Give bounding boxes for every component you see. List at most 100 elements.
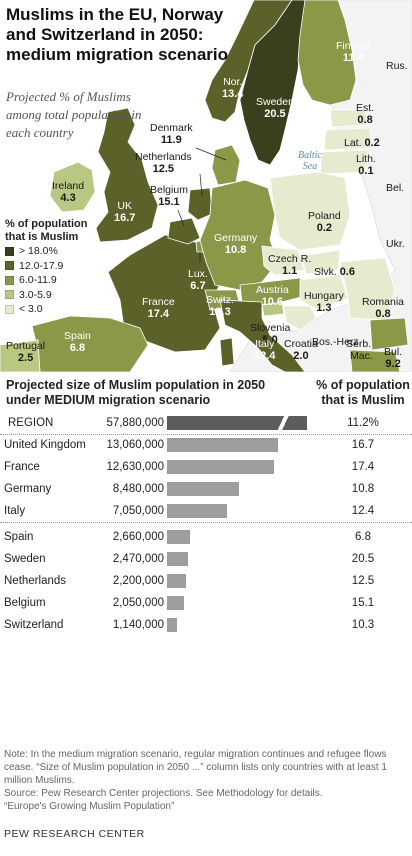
row-country: United Kingdom [4,439,86,451]
map-finland [297,0,357,106]
row-country: France [4,461,40,473]
row-percent: 11.2% [347,417,379,429]
row-population: 1,140,000 [112,619,164,631]
legend-items: > 18.0% 12.0-17.9 6.0-11.9 3.0-5.9 < 3.0 [5,244,105,317]
table-pct-header: % of population that is Muslim [316,378,410,407]
bar-italy [167,504,227,518]
bar-region [167,416,307,430]
label-sweden: Sweden 20.5 [256,96,294,120]
label-romania: Romania 0.8 [362,296,405,320]
label-austria: Austria 10.6 [256,284,289,308]
table-row: Italy 7,050,000 12.4 [0,500,412,522]
map-portugal [0,339,41,372]
table-title: Projected size of Muslim population in 2… [6,378,266,407]
map-croatia [283,305,317,331]
label-belgium: Belgium 15.1 [150,184,188,208]
label-ukraine: Ukr. [386,238,405,250]
map-greece [349,349,401,372]
source-text: Source: Pew Research Center projections.… [4,788,323,799]
label-slovakia: Slvk. 0.6 [314,266,355,278]
row-population: 57,880,000 [106,417,164,429]
label-czech: Czech R. 1.1 [268,253,312,277]
label-poland: Poland 0.2 [308,210,341,234]
label-norway: Nor. 13.4 [222,76,244,100]
label-bulgaria: Bul. 9.2 [384,346,403,370]
legend-label: 3.0-5.9 [19,288,52,301]
row-percent: 12.4 [351,505,375,517]
label-netherlands: Netherlands 12.5 [135,151,192,175]
table-row: United Kingdom 13,060,000 16.7 [0,434,412,456]
label-croatia: Croatia 2.0 [284,338,318,362]
map-legend: % of population that is Muslim > 18.0% 12… [5,218,105,317]
label-bosherz: Bos.-Herz. [312,336,362,348]
brand-logo-text: PEW RESEARCH CENTER [4,828,145,840]
row-percent: 6.8 [355,531,371,543]
label-luxembourg: Lux. 6.7 [188,268,208,292]
region-row: REGION 57,880,000 11.2% [0,412,412,434]
label-baltic-sea: Baltic Sea [298,150,322,172]
legend-swatch [5,290,14,300]
label-hungary: Hungary 1.3 [304,290,344,314]
map-austria [239,277,306,306]
table-row: Switzerland 1,140,000 10.3 [0,614,412,636]
report-text: “Europe's Growing Muslim Population” [4,801,175,812]
map-denmark [211,144,241,186]
row-percent: 10.3 [351,619,375,631]
map-uk [95,107,159,243]
legend-label: < 3.0 [19,303,43,316]
row-country: Netherlands [4,575,67,587]
row-population: 12,630,000 [106,461,164,473]
map-panel: Muslims in the EU, Norway and Switzerlan… [0,0,412,372]
legend-item: > 18.0% [5,244,105,259]
map-hungary [299,274,349,311]
label-switzerland: Switz. 10.3 [206,294,235,318]
table-row: Germany 8,480,000 10.8 [0,478,412,500]
row-country: Switzerland [4,619,64,631]
map-estonia [329,109,369,128]
label-germany: Germany 10.8 [214,232,258,256]
label-finland: Finland 11.4 [336,40,371,64]
map-netherlands [187,187,213,221]
legend-label: 6.0-11.9 [19,274,57,287]
row-percent: 17.4 [351,461,375,473]
row-country: Germany [4,483,52,495]
row-population: 2,050,000 [112,597,164,609]
label-belarus: Bel. [386,182,405,194]
separator-region [0,434,412,435]
map-germany [199,179,279,291]
page-title: Muslims in the EU, Norway and Switzerlan… [6,5,228,64]
legend-label: > 18.0% [19,245,58,258]
label-serbia: Serb. [346,338,372,350]
label-rus: Rus. [386,60,408,72]
row-percent: 12.5 [351,575,375,587]
note-text: Note: In the medium migration scenario, … [4,749,387,786]
map-latvia [323,127,373,151]
table-row: Belgium 2,050,000 15.1 [0,592,412,614]
bar-united-kingdom [167,438,278,452]
legend-item: 12.0-17.9 [5,259,105,274]
label-latvia: Lat. 0.2 [344,137,380,149]
label-denmark: Denmark 11.9 [150,122,193,146]
label-estonia: Est. 0.8 [356,102,375,126]
notes: Note: In the medium migration scenario, … [4,748,408,813]
row-population: 13,060,000 [106,439,164,451]
map-poland [269,171,351,251]
bar-germany [167,482,239,496]
label-lithuania: Lith. 0.1 [356,153,376,177]
page-subtitle: Projected % of Muslims among total popul… [6,89,142,140]
map-czech [261,245,305,276]
leader-netherlands [199,173,203,197]
label-portugal: Portugal 2.5 [6,340,46,364]
leader-denmark [195,147,227,161]
map-italy [219,299,306,372]
map-bulgaria [369,317,409,351]
label-ireland: Ireland 4.3 [52,180,85,204]
bar-switzerland [167,618,177,632]
row-population: 8,480,000 [112,483,164,495]
label-france: France 17.4 [142,296,175,320]
table-row: Spain 2,660,000 6.8 [0,526,412,548]
map-sardinia [219,337,235,367]
row-country: REGION [8,417,54,429]
row-country: Italy [4,505,26,517]
row-percent: 20.5 [351,553,375,565]
